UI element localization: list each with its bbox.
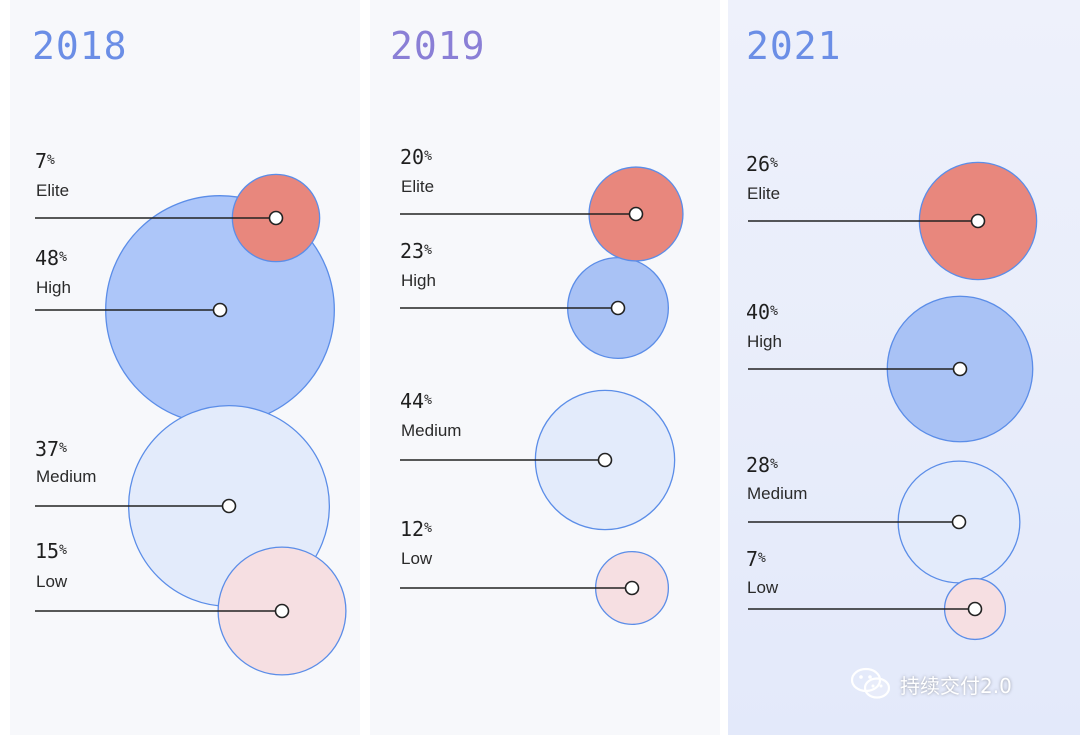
category-label-elite-2021: Elite (747, 184, 780, 203)
value-label-medium-2019: 44% (400, 389, 432, 413)
panel-2018: 2018 7% Elite 48% High 37% Medium 15% Low (10, 0, 360, 735)
category-label-medium-2018: Medium (36, 467, 96, 486)
category-label-low-2021: Low (747, 578, 779, 597)
value-label-high-2018: 48% (35, 246, 67, 270)
value-label-medium-2018: 37% (35, 437, 67, 461)
center-dot-high-2018 (212, 302, 228, 318)
value-label-low-2018: 15% (35, 539, 67, 563)
panel-2019: 2019 20% Elite 23% High 44% Medium 12% Low (370, 0, 720, 735)
bubble-chart-2019: 20% Elite 23% High 44% Medium 12% Low (400, 145, 684, 626)
bubble-chart-2018: 7% Elite 48% High 37% Medium 15% Low (35, 149, 347, 676)
category-label-elite-2018: Elite (36, 181, 69, 200)
center-dot-high-2019 (610, 300, 626, 316)
value-label-medium-2021: 28% (746, 453, 778, 477)
category-label-low-2018: Low (36, 572, 68, 591)
category-label-low-2019: Low (401, 549, 433, 568)
value-label-elite-2019: 20% (400, 145, 432, 169)
panel-2021: 2021 26% Elite 40% High 28% Medium 7% Low (728, 0, 1080, 735)
watermark: 持续交付2.0 (850, 666, 1012, 702)
year-title-2018: 2018 (32, 24, 128, 68)
category-label-high-2021: High (747, 332, 782, 351)
category-label-medium-2019: Medium (401, 421, 461, 440)
watermark-text: 持续交付2.0 (900, 673, 1012, 698)
value-label-elite-2018: 7% (35, 149, 55, 173)
center-dot-elite-2021 (970, 213, 986, 229)
bubble-chart-2021: 26% Elite 40% High 28% Medium 7% Low (746, 152, 1038, 641)
center-dot-low-2019 (624, 580, 640, 596)
value-label-low-2021: 7% (746, 547, 766, 571)
year-title-2019: 2019 (390, 24, 486, 68)
center-dot-medium-2021 (951, 514, 967, 530)
category-label-elite-2019: Elite (401, 177, 434, 196)
center-dot-medium-2018 (221, 498, 237, 514)
center-dot-elite-2018 (268, 210, 284, 226)
value-label-elite-2021: 26% (746, 152, 778, 176)
center-dot-high-2021 (952, 361, 968, 377)
center-dot-low-2018 (274, 603, 290, 619)
value-label-high-2019: 23% (400, 239, 432, 263)
category-label-high-2018: High (36, 278, 71, 297)
category-label-high-2019: High (401, 271, 436, 290)
value-label-low-2019: 12% (400, 517, 432, 541)
center-dot-medium-2019 (597, 452, 613, 468)
year-title-2021: 2021 (746, 24, 842, 68)
value-label-high-2021: 40% (746, 300, 778, 324)
center-dot-low-2021 (967, 601, 983, 617)
center-dot-elite-2019 (628, 206, 644, 222)
wechat-icon (850, 667, 891, 699)
category-label-medium-2021: Medium (747, 484, 807, 503)
